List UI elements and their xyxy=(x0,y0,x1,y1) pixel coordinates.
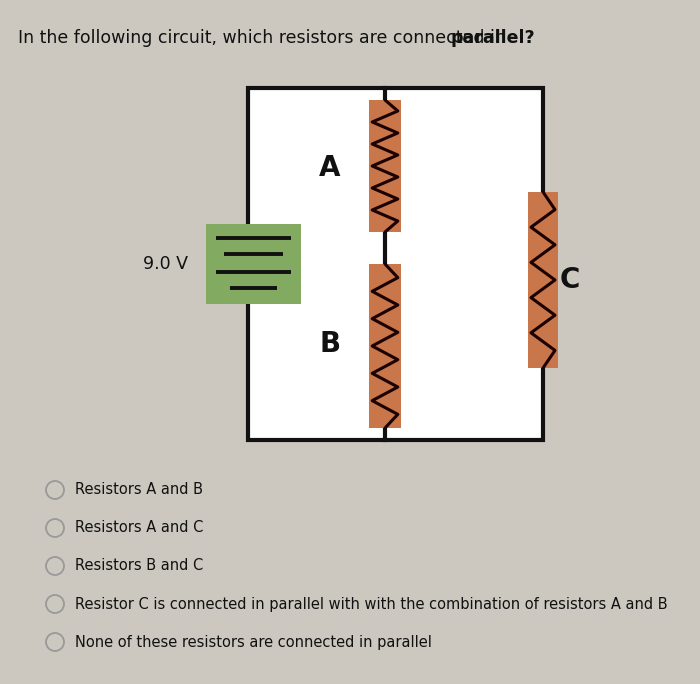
Text: Resistor C is connected in parallel with with the combination of resistors A and: Resistor C is connected in parallel with… xyxy=(75,596,668,611)
Text: None of these resistors are connected in parallel: None of these resistors are connected in… xyxy=(75,635,432,650)
Bar xyxy=(528,192,558,368)
Text: In the following circuit, which resistors are connected in: In the following circuit, which resistor… xyxy=(18,29,512,47)
Text: parallel?: parallel? xyxy=(450,29,535,47)
Bar xyxy=(369,100,401,232)
Bar xyxy=(248,88,543,440)
Text: B: B xyxy=(319,330,341,358)
Text: Resistors B and C: Resistors B and C xyxy=(75,559,203,573)
Bar xyxy=(206,224,301,304)
Text: 9.0 V: 9.0 V xyxy=(143,255,188,273)
Text: A: A xyxy=(319,154,341,182)
Text: Resistors A and B: Resistors A and B xyxy=(75,482,203,497)
Bar xyxy=(369,264,401,428)
Text: C: C xyxy=(560,266,580,294)
Text: Resistors A and C: Resistors A and C xyxy=(75,521,204,536)
